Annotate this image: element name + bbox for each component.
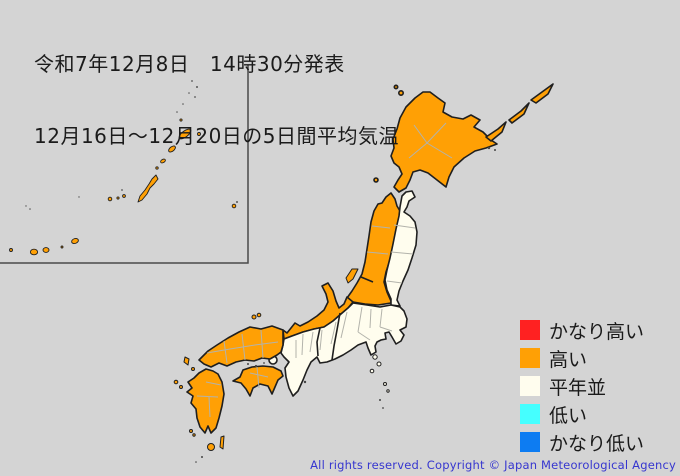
copyright-notice: All rights reserved. Copyright © Japan M… — [310, 458, 676, 472]
legend-label-normal: 平年並 — [549, 376, 607, 399]
legend-swatch-low — [520, 404, 540, 424]
temperature-legend: かなり高い 高い 平年並 低い かなり低い — [520, 320, 644, 460]
prefecture-borders — [196, 122, 453, 418]
legend-label-high: 高い — [549, 348, 588, 371]
legend-label-very-high: かなり高い — [549, 320, 645, 343]
legend-swatch-very-high — [520, 320, 540, 340]
legend-swatch-very-low — [520, 432, 540, 452]
region-chugoku — [198, 325, 284, 368]
inset-border — [0, 65, 249, 264]
legend-swatch-high — [520, 348, 540, 368]
announcement-header: 令和7年12月8日 14時30分発表 12月16日～12月20日の5日間平均気温 — [34, 4, 399, 196]
region-kuril-islands — [373, 83, 554, 183]
region-hokkaido — [390, 91, 498, 193]
announcement-datetime: 令和7年12月8日 14時30分発表 — [34, 52, 345, 76]
small-islet-specks — [195, 146, 496, 463]
region-tohoku-east — [384, 190, 418, 307]
legend-label-very-low: かなり低い — [549, 432, 645, 455]
legend-row-low: 低い — [520, 404, 644, 427]
legend-swatch-normal — [520, 376, 540, 396]
region-central-honshu — [280, 302, 408, 397]
forecast-region-boundaries — [316, 276, 374, 361]
legend-row-very-high: かなり高い — [520, 320, 644, 343]
forecast-period-title: 12月16日～12月20日の5日間平均気温 — [34, 124, 400, 148]
sado-oki-islands — [251, 268, 359, 320]
legend-row-normal: 平年並 — [520, 376, 644, 399]
region-kyushu — [186, 368, 225, 434]
legend-row-high: 高い — [520, 348, 644, 371]
region-nansei-islands — [9, 118, 237, 256]
kyushu-outer-islands — [173, 356, 225, 451]
inset-islet-specks — [25, 80, 238, 210]
izu-islands — [369, 354, 390, 393]
legend-label-low: 低い — [549, 404, 588, 427]
legend-row-very-low: かなり低い — [520, 432, 644, 455]
